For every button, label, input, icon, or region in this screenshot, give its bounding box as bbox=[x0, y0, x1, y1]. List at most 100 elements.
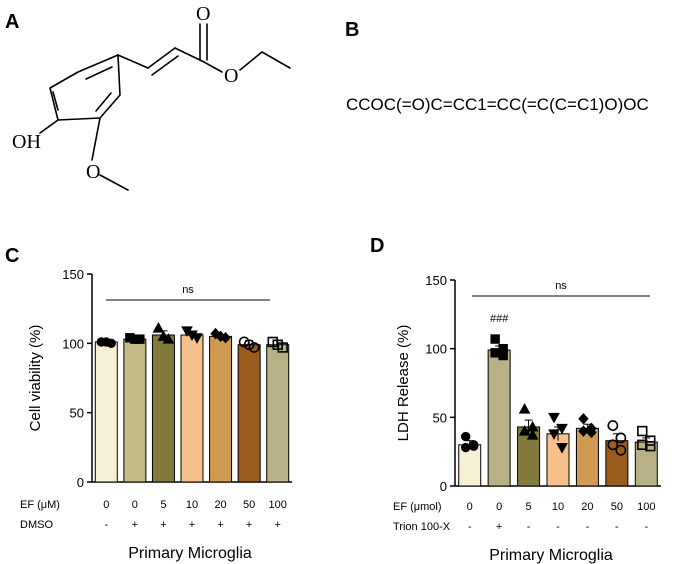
condition-cell: 50 bbox=[611, 501, 623, 513]
panel-label-a: A bbox=[5, 11, 19, 33]
condition-cell: + bbox=[496, 521, 502, 533]
y-tick-label: 0 bbox=[440, 479, 447, 494]
cell-viability-chart: 0 50 100 150 Cell viability (%) 0 - 0 +5 +10 +20 +5… bbox=[20, 267, 292, 562]
data-point bbox=[461, 431, 471, 442]
y-axis-title: LDH Release (%) bbox=[395, 325, 412, 442]
data-point bbox=[461, 442, 471, 453]
bar bbox=[123, 338, 147, 483]
condition-cell: - bbox=[644, 521, 648, 533]
data-point bbox=[518, 425, 531, 436]
y-tick-label: 150 bbox=[425, 273, 447, 288]
bond bbox=[174, 47, 205, 63]
condition-cell: - bbox=[556, 521, 560, 533]
bond bbox=[117, 54, 149, 69]
ring-double-bond bbox=[52, 91, 59, 111]
data-point bbox=[162, 333, 175, 344]
significance-annotation: ### bbox=[490, 313, 509, 325]
y-tick-label: 0 bbox=[77, 475, 84, 490]
benzene-ring bbox=[49, 54, 121, 121]
ring-double-bond bbox=[95, 92, 112, 112]
condition-cell: 0 bbox=[467, 501, 473, 513]
condition-cell: 50 bbox=[243, 499, 255, 511]
condition-cell: 0 bbox=[496, 501, 502, 513]
atom-o-ester: O bbox=[224, 65, 238, 87]
bar bbox=[266, 344, 290, 483]
data-point bbox=[556, 443, 568, 454]
bar bbox=[575, 427, 599, 487]
bond bbox=[203, 61, 223, 73]
data-point bbox=[277, 342, 288, 353]
condition-row-label: EF (μM) bbox=[20, 499, 60, 511]
data-point bbox=[586, 426, 597, 439]
significance-label: ns bbox=[182, 284, 194, 296]
y-tick-label: 50 bbox=[433, 410, 447, 425]
condition-cell: 20 bbox=[581, 501, 593, 513]
condition-cell: 100 bbox=[637, 501, 655, 513]
data-point bbox=[191, 333, 203, 344]
data-point bbox=[548, 412, 560, 424]
panel-label-b: B bbox=[345, 19, 359, 41]
bond bbox=[151, 55, 179, 76]
atom-o-carbonyl: O bbox=[196, 3, 210, 25]
y-tick-label: 100 bbox=[425, 342, 447, 357]
smiles-string: CCOC(=O)C=CC1=CC(=C(C=C1)O)OC bbox=[346, 95, 649, 114]
bar bbox=[487, 349, 511, 487]
bar bbox=[458, 444, 482, 487]
bar bbox=[237, 344, 261, 483]
panel-label-c: C bbox=[5, 245, 19, 267]
condition-cell: 0 bbox=[132, 499, 138, 511]
data-point bbox=[607, 420, 619, 431]
y-tick-label: 150 bbox=[62, 267, 84, 282]
data-point bbox=[220, 332, 231, 344]
bond bbox=[147, 47, 176, 69]
condition-row-label: EF (μmol) bbox=[393, 501, 442, 513]
ring-double-bond bbox=[85, 66, 113, 80]
condition-cell: + bbox=[160, 519, 166, 531]
condition-cell: + bbox=[217, 519, 223, 531]
condition-cell: + bbox=[274, 519, 280, 531]
data-point bbox=[248, 342, 260, 353]
condition-row-label: DMSO bbox=[20, 519, 53, 531]
ethyl-ferulate-structure bbox=[39, 23, 291, 191]
bar bbox=[517, 426, 541, 487]
data-point bbox=[526, 429, 539, 440]
condition-cell: + bbox=[189, 519, 195, 531]
condition-cell: 10 bbox=[186, 499, 198, 511]
data-point bbox=[490, 334, 500, 344]
data-point bbox=[152, 322, 165, 333]
condition-cell: - bbox=[104, 519, 108, 531]
significance-label: ns bbox=[555, 280, 567, 292]
bar bbox=[151, 334, 175, 483]
data-point bbox=[106, 338, 116, 349]
data-point bbox=[518, 403, 531, 414]
bar bbox=[209, 335, 233, 483]
bar bbox=[546, 433, 570, 487]
panel-label-d: D bbox=[370, 235, 384, 257]
bond bbox=[99, 174, 129, 191]
x-axis-title: Primary Microglia bbox=[489, 547, 613, 564]
bond bbox=[261, 51, 291, 69]
y-tick-label: 50 bbox=[70, 406, 84, 421]
data-point bbox=[556, 423, 568, 435]
condition-cell: 100 bbox=[269, 499, 287, 511]
data-point bbox=[645, 440, 656, 452]
condition-row-label: Trion 100-X bbox=[393, 521, 451, 533]
data-point bbox=[615, 432, 627, 444]
ldh-release-chart: 0 50 100 150 LDH Release (%) 0 - 0 +5 - 10 - 20 - 50 - 1… bbox=[393, 273, 661, 564]
data-point bbox=[498, 350, 508, 361]
condition-cell: 10 bbox=[552, 501, 564, 513]
data-point bbox=[637, 425, 648, 437]
bond bbox=[239, 51, 263, 71]
data-point bbox=[469, 441, 479, 451]
condition-cell: - bbox=[468, 521, 472, 533]
atom-oh: OH bbox=[12, 131, 41, 153]
data-point bbox=[578, 412, 589, 425]
y-axis-title: Cell viability (%) bbox=[27, 325, 44, 432]
data-point bbox=[578, 425, 589, 437]
data-point bbox=[615, 444, 627, 456]
data-point bbox=[490, 348, 500, 358]
condition-cell: 0 bbox=[103, 499, 109, 511]
bar bbox=[94, 341, 118, 483]
condition-cell: + bbox=[246, 519, 252, 531]
